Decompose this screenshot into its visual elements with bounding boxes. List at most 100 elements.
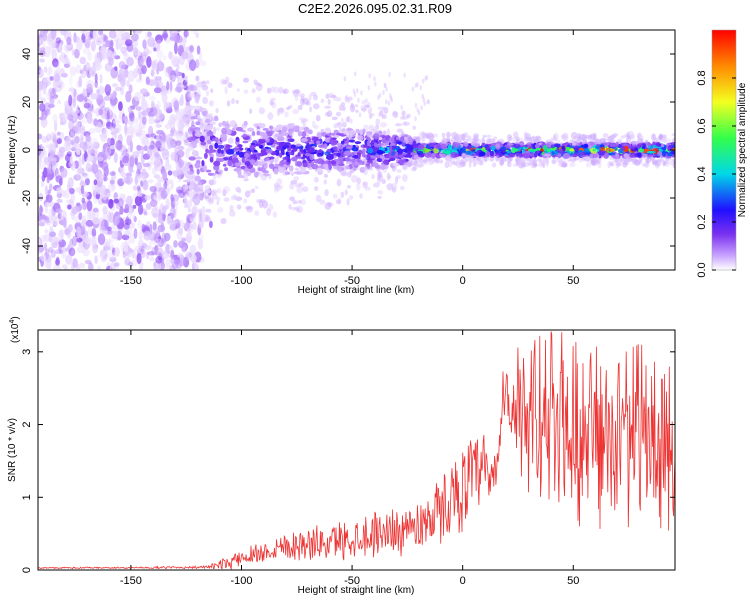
- spectrogram-cell: [457, 133, 461, 140]
- spectrogram-cell: [620, 158, 626, 164]
- spectrogram-cell: [142, 162, 151, 168]
- spectrogram-cell: [507, 156, 511, 165]
- spectrogram-cell: [176, 149, 185, 158]
- spectrogram-cell: [169, 265, 176, 270]
- spectrogram-cell: [158, 131, 166, 142]
- spectrogram-cell: [49, 91, 54, 99]
- spectrogram-cell: [319, 144, 325, 148]
- spectrogram-cell: [243, 89, 249, 94]
- spectrogram-cell: [278, 107, 284, 113]
- spectrogram-cell: [185, 105, 191, 110]
- spectrogram-cell: [270, 86, 275, 93]
- spectrogram-cell: [461, 161, 466, 167]
- spectrogram-cell: [612, 133, 618, 137]
- spectrogram-cell: [115, 115, 123, 124]
- spectrogram-cell: [206, 113, 211, 118]
- spectrogram-cell: [126, 43, 134, 53]
- spectrogram-cell: [112, 90, 117, 99]
- spectrogram-cell: [544, 159, 550, 165]
- spectrogram-cell: [272, 211, 278, 218]
- spectrogram-cell: [141, 136, 150, 146]
- spectrogram-cell: [93, 149, 98, 157]
- spectrogram-cell: [454, 133, 459, 142]
- spectrogram-cell: [453, 135, 461, 140]
- spectrogram-cell: [391, 182, 398, 190]
- spectrogram-cell: [278, 184, 284, 190]
- spectrogram-cell: [349, 195, 354, 200]
- spectrogram-cell: [102, 211, 108, 222]
- spectrogram-cell: [97, 233, 106, 245]
- spectrogram-cell: [147, 179, 154, 184]
- spectrogram-cell: [170, 194, 174, 202]
- spectrogram-cell: [515, 136, 520, 142]
- spectrogram-cell: [56, 131, 61, 136]
- spectrogram-cell: [170, 129, 174, 137]
- spectrogram-cell: [499, 161, 505, 166]
- spectrogram-cell: [185, 132, 192, 139]
- spectrogram-cell: [305, 101, 311, 106]
- spectrogram-cell: [359, 193, 363, 199]
- spectrogram-cell: [282, 88, 289, 95]
- spectrogram-cell: [44, 185, 48, 195]
- spectrogram-cell: [191, 198, 198, 203]
- spectrogram-cell: [196, 168, 200, 175]
- spectrogram-cell: [108, 57, 114, 66]
- spectrogram-cell: [148, 125, 154, 137]
- spectrogram-cell: [579, 133, 586, 141]
- spectrogram-cell: [58, 42, 63, 53]
- spectrogram-cell: [243, 178, 249, 182]
- spectrogram-cell: [44, 102, 52, 112]
- spectrogram-cell: [335, 111, 342, 117]
- spectrogram-cell: [315, 194, 322, 203]
- spectrogram-cell: [48, 246, 53, 253]
- spectrogram-cell: [204, 217, 212, 222]
- spectrogram-cell: [161, 251, 169, 260]
- spectrogram-cell: [271, 101, 277, 109]
- spectrogram-cell: [341, 172, 348, 177]
- spectrogram-cell: [202, 115, 210, 120]
- spectrogram-cell: [187, 97, 193, 102]
- spectrogram-cell: [540, 160, 545, 166]
- spectrogram-cell: [169, 36, 175, 41]
- spectrogram-cell: [169, 81, 173, 92]
- spectrogram-cell: [105, 146, 112, 157]
- spectrogram-cell: [180, 94, 184, 104]
- spectrogram-cell: [198, 213, 203, 222]
- spectrogram-cell: [85, 219, 94, 227]
- spectrogram-cell: [504, 158, 509, 163]
- spectrogram-cell: [156, 49, 164, 59]
- spectrogram-cell: [483, 157, 487, 162]
- spectrogram-cell: [66, 151, 72, 157]
- spectrogram-cell: [38, 133, 43, 140]
- spectrogram-cell: [76, 39, 83, 51]
- spectrogram-cell: [185, 232, 192, 244]
- spectrogram-cell: [177, 252, 184, 258]
- spectrogram-cell: [213, 160, 221, 167]
- spectrogram-cell: [66, 36, 72, 46]
- spectrogram-cell: [97, 156, 104, 162]
- spectrogram-cell: [246, 206, 253, 210]
- spectrogram-cell: [87, 51, 92, 62]
- spectrogram-cell: [91, 235, 97, 246]
- spectrogram-cell: [123, 68, 129, 78]
- spectrogram-cell: [526, 157, 534, 162]
- spectrogram-cell: [363, 104, 370, 109]
- spectrogram-cell: [190, 215, 196, 223]
- spectrogram-cell: [54, 73, 60, 83]
- spectrogram-cell: [347, 184, 351, 189]
- spectrogram-cell: [355, 144, 359, 148]
- spectrogram-cell: [464, 156, 470, 162]
- spectrogram-cell: [92, 141, 100, 150]
- spectrogram-cell: [69, 66, 77, 76]
- spectrogram-cell: [48, 88, 56, 94]
- spectrogram-cell: [274, 184, 281, 192]
- spectrogram-cell: [396, 175, 401, 180]
- spectrogram-cell: [75, 64, 82, 74]
- spectrogram-cell: [317, 152, 322, 156]
- spectrogram-cell: [167, 138, 171, 149]
- spectrogram-cell: [97, 265, 101, 270]
- spectrogram-cell: [94, 57, 102, 67]
- spectrogram-cell: [88, 68, 93, 77]
- spectrogram-cell: [83, 102, 91, 109]
- spectrogram-cell: [386, 128, 391, 136]
